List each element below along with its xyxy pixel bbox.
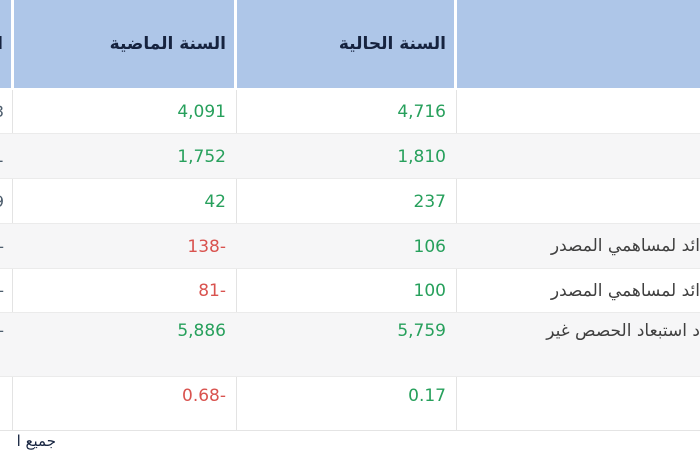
table-row: 3 4,091 4,716	[0, 90, 700, 134]
cell-current-year-value: 106	[238, 224, 455, 268]
cell-clipped-fragment: -	[0, 313, 11, 376]
cell-row-label: د استبعاد الحصص غير	[546, 321, 700, 341]
header-cell-row-label	[458, 0, 700, 88]
value-text: 106	[413, 237, 446, 257]
cell-clipped-fragment: -	[0, 224, 11, 268]
cell-current-year-value: 4,716	[238, 90, 455, 133]
table-row: 1 1,752 1,810	[0, 134, 700, 179]
value-text: 237	[413, 192, 446, 212]
value-text: 100	[413, 281, 446, 301]
cell-row-label: ائد لمساهمي المصدر	[550, 281, 700, 301]
header-cell-current-year: السنة الحالية	[338, 34, 446, 54]
value-text: 0.17	[408, 386, 446, 406]
footnote-text: جميع ا	[16, 432, 56, 450]
cell-row-label	[458, 377, 700, 430]
cell-row-label	[458, 90, 700, 133]
cell-current-year-value: 1,810	[238, 134, 455, 178]
value-text: 5,886	[177, 321, 226, 341]
cell-clipped-fragment: -	[0, 269, 11, 312]
cell-current-year-value: 100	[238, 269, 455, 312]
cell-previous-year-value: 42	[13, 179, 235, 223]
table-row: - -81 100 ائد لمساهمي المصدر	[0, 269, 700, 313]
cell-clipped-fragment: 1	[0, 134, 11, 178]
cell-previous-year-value: -81	[13, 269, 235, 312]
cell-previous-year-value: 5,886	[13, 313, 235, 376]
table-row: - -138 106 ائد لمساهمي المصدر	[0, 224, 700, 269]
table-row: -0.68 0.17	[0, 377, 700, 431]
cell-previous-year-value: 4,091	[13, 90, 235, 133]
header-column-divider	[11, 0, 14, 88]
cell-current-year-value: 5,759	[238, 313, 455, 376]
cell-row-label: ائد لمساهمي المصدر	[550, 236, 700, 256]
cell-previous-year-value: 1,752	[13, 134, 235, 178]
cell-clipped-fragment: 9	[0, 179, 11, 223]
value-text: 42	[204, 192, 226, 212]
value-text: 4,716	[397, 102, 446, 122]
cell-current-year-value: 0.17	[238, 377, 455, 430]
table-row: - 5,886 5,759 د استبعاد الحصص غير	[0, 313, 700, 377]
header-column-divider	[234, 0, 237, 88]
value-text: 4,091	[177, 102, 226, 122]
value-text: 1,752	[177, 147, 226, 167]
cell-clipped-fragment	[0, 377, 11, 430]
value-text: -138	[187, 237, 226, 257]
value-text: 1,810	[397, 147, 446, 167]
header-cell-previous-year: السنة الماضية	[109, 34, 226, 54]
table-row: 9 42 237	[0, 179, 700, 224]
header-column-divider	[454, 0, 457, 88]
header-cell-clipped-column: ال	[0, 34, 3, 54]
cell-row-label	[458, 179, 700, 223]
cell-previous-year-value: -0.68	[13, 377, 235, 430]
value-text: -0.68	[182, 386, 226, 406]
cell-row-label	[458, 134, 700, 178]
cell-current-year-value: 237	[238, 179, 455, 223]
cell-previous-year-value: -138	[13, 224, 235, 268]
table-header-row: ال السنة الماضية السنة الحالية	[0, 0, 700, 88]
value-text: 5,759	[397, 321, 446, 341]
value-text: -81	[198, 281, 226, 301]
cell-clipped-fragment: 3	[0, 90, 11, 133]
